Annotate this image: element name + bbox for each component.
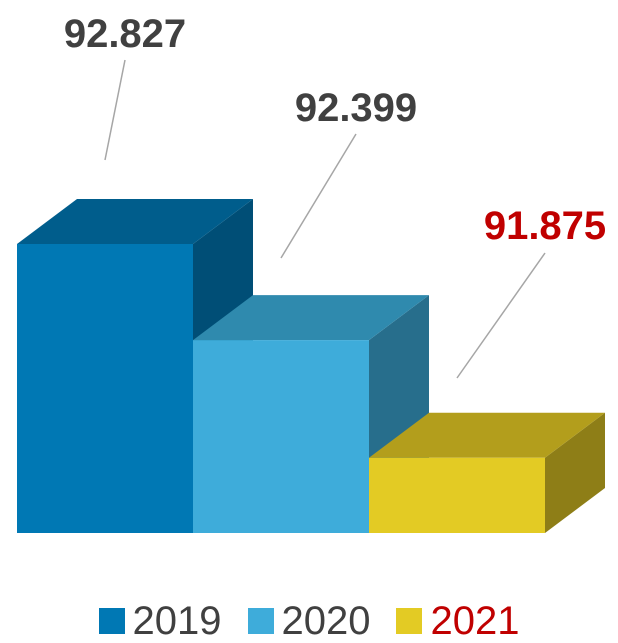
legend-label-2020: 2020: [281, 598, 371, 643]
bar-top-2020: [193, 295, 429, 341]
value-label-2021: 91.875: [484, 204, 606, 248]
bar-front-2020: [193, 340, 369, 533]
legend: 2019 2020 2021: [0, 598, 618, 643]
bar-top-2019: [17, 199, 253, 244]
bar-top-2021: [369, 412, 605, 458]
legend-swatch-2019: [98, 607, 125, 634]
bar-chart: 92.827 92.399 91.875: [17, 12, 606, 533]
legend-label-2021: 2021: [430, 598, 520, 643]
legend-label-2019: 2019: [132, 598, 222, 643]
leader-line-2021: [456, 252, 546, 379]
legend-item-2020[interactable]: 2020: [247, 598, 371, 643]
bar-front-2019: [17, 244, 193, 533]
bar-2021: [369, 412, 605, 533]
value-label-2019: 92.827: [64, 12, 186, 56]
legend-item-2021[interactable]: 2021: [396, 601, 519, 641]
bar-front-2021: [369, 457, 545, 533]
bar-2020: [193, 295, 429, 533]
legend-swatch-2021: [396, 607, 423, 634]
leader-line-2019: [104, 59, 126, 161]
leader-line-2020: [280, 133, 357, 259]
legend-item-2019[interactable]: 2019: [98, 598, 222, 643]
value-label-2020: 92.399: [295, 86, 417, 130]
bar-side-2021: [545, 412, 605, 533]
legend-swatch-2020: [247, 607, 274, 634]
